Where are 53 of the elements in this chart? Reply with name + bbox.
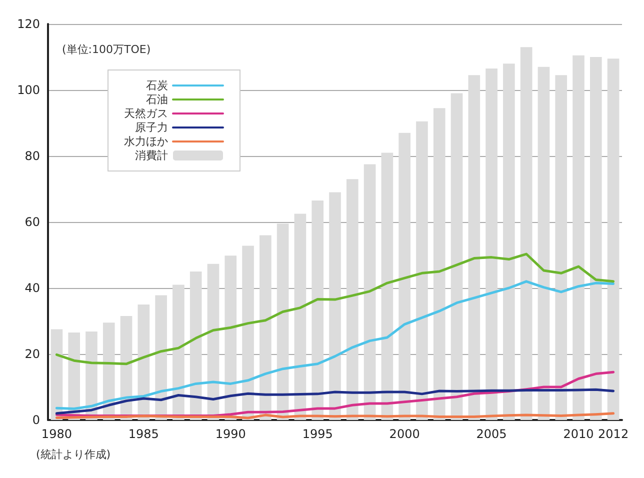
y-tick-label: 80 — [24, 149, 40, 163]
bar — [172, 284, 184, 420]
bar — [294, 214, 306, 420]
bar — [260, 235, 272, 420]
y-axis-title: (単位:100万TOE) — [62, 43, 151, 56]
bar — [190, 272, 202, 420]
bar — [590, 57, 602, 420]
line-series — [55, 388, 615, 415]
y-tick-label: 120 — [17, 17, 40, 31]
bar — [450, 93, 463, 420]
y-tick-label: 100 — [17, 83, 40, 97]
bar — [503, 64, 515, 420]
x-tick-label: 2005 — [476, 427, 507, 441]
y-tick-label: 0 — [32, 413, 40, 427]
bar — [398, 132, 410, 420]
legend-label: 天然ガス — [124, 107, 168, 120]
legend-label: 原子力 — [135, 121, 168, 134]
x-tick-label: 1990 — [215, 427, 246, 441]
bar — [329, 192, 341, 420]
bar — [207, 264, 220, 420]
bar — [224, 256, 237, 420]
bar — [486, 68, 498, 420]
legend-label: 石炭 — [146, 79, 168, 92]
bar — [607, 58, 620, 420]
legend-label: 水力ほか — [124, 135, 168, 148]
bar — [433, 108, 446, 420]
bar — [381, 152, 394, 420]
x-tick-label: 1985 — [128, 427, 159, 441]
y-tick-label: 20 — [24, 347, 40, 361]
y-tick-label: 40 — [24, 281, 40, 295]
x-tick-label: 2012 — [598, 427, 629, 441]
bar — [572, 55, 584, 420]
text: (統計より作成) — [36, 448, 111, 461]
x-tick-label: 2000 — [389, 427, 420, 441]
bar — [276, 224, 289, 420]
bar — [312, 200, 324, 420]
x-tick-label: 1995 — [302, 427, 333, 441]
bar — [538, 66, 550, 420]
line-series — [55, 252, 615, 366]
legend-label: 消費計 — [135, 149, 168, 162]
bar — [468, 75, 480, 420]
bar — [155, 295, 167, 420]
bar — [346, 179, 358, 420]
bar — [555, 75, 568, 420]
line-series — [55, 280, 615, 410]
bar — [364, 164, 376, 420]
x-tick-label: 1980 — [41, 427, 72, 441]
y-tick-label: 60 — [24, 215, 40, 229]
bar — [520, 47, 532, 420]
x-tick-label: 2010 — [563, 427, 594, 441]
legend-label: 石油 — [146, 93, 168, 106]
bar — [416, 121, 428, 420]
bar — [242, 246, 254, 420]
